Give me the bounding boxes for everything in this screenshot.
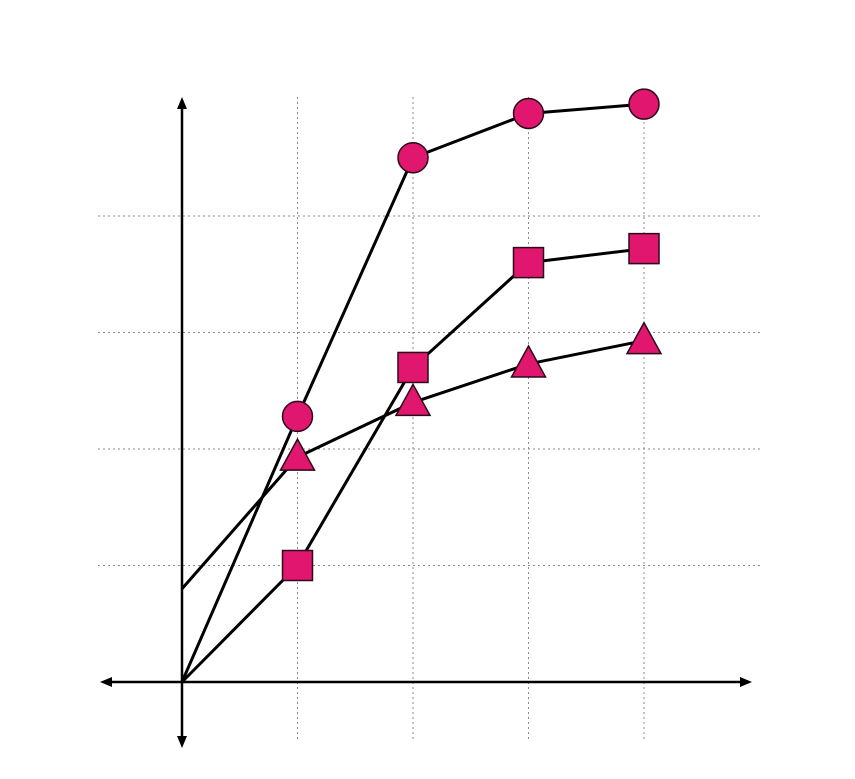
circle-marker-3 <box>512 97 545 130</box>
circle-marker-4 <box>628 88 660 120</box>
square-marker-2 <box>397 351 429 384</box>
square-marker-1 <box>281 549 314 582</box>
triangle-marker-4 <box>625 321 663 355</box>
circle-marker-1 <box>281 400 314 433</box>
y-axis-arrow-down <box>177 736 187 748</box>
triangle-marker-2 <box>394 382 432 417</box>
series-triangle <box>180 321 663 590</box>
square-marker-3 <box>512 246 545 279</box>
axes <box>100 97 752 748</box>
series-circle <box>180 88 660 683</box>
series-square <box>180 232 660 684</box>
y-axis-arrow-up <box>177 97 187 109</box>
triangle-marker-1 <box>279 437 316 471</box>
circle-marker-2 <box>397 142 429 174</box>
grid <box>98 97 760 742</box>
series-group <box>180 88 663 684</box>
square-marker-4 <box>628 232 660 265</box>
triangle-marker-3 <box>510 344 547 378</box>
x-axis-arrow-left <box>100 677 112 687</box>
x-axis-arrow-right <box>740 677 752 687</box>
